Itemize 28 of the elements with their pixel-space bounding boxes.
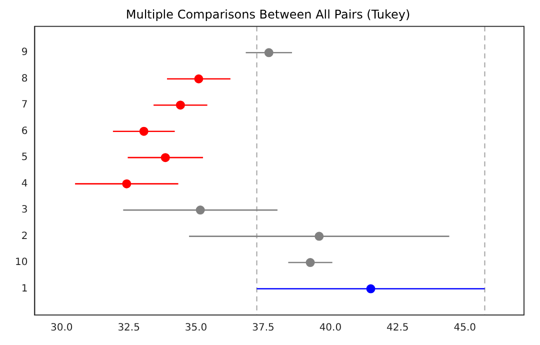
point — [122, 179, 132, 188]
y-tick-label: 9 — [21, 47, 28, 58]
x-tick-label: 40.0 — [319, 322, 342, 334]
point — [366, 284, 376, 294]
x-tick-label: 37.5 — [252, 322, 274, 334]
chart-title: Multiple Comparisons Between All Pairs (Tukey) — [126, 7, 410, 22]
point — [139, 126, 148, 136]
point — [194, 74, 204, 84]
point — [264, 48, 274, 58]
x-tick-label: 32.5 — [118, 322, 140, 334]
y-tick-label: 5 — [21, 152, 28, 164]
y-tick-label: 8 — [21, 73, 28, 84]
point — [196, 206, 205, 215]
point — [160, 153, 170, 162]
y-tick-label: 6 — [21, 126, 28, 137]
point — [176, 100, 185, 110]
y-tick-label: 2 — [21, 230, 28, 242]
y-tick-label: 4 — [21, 178, 28, 190]
y-tick-label: 10 — [14, 257, 28, 268]
x-tick-label: 42.5 — [386, 322, 409, 334]
point — [306, 258, 315, 268]
x-tick-label: 45.0 — [454, 322, 476, 334]
point — [314, 232, 324, 241]
x-tick-label: 30.0 — [50, 322, 73, 334]
x-tick-label: 35.0 — [184, 322, 208, 334]
y-tick-label: 1 — [21, 283, 28, 294]
y-tick-label: 3 — [21, 204, 28, 216]
y-tick-label: 7 — [21, 100, 28, 111]
